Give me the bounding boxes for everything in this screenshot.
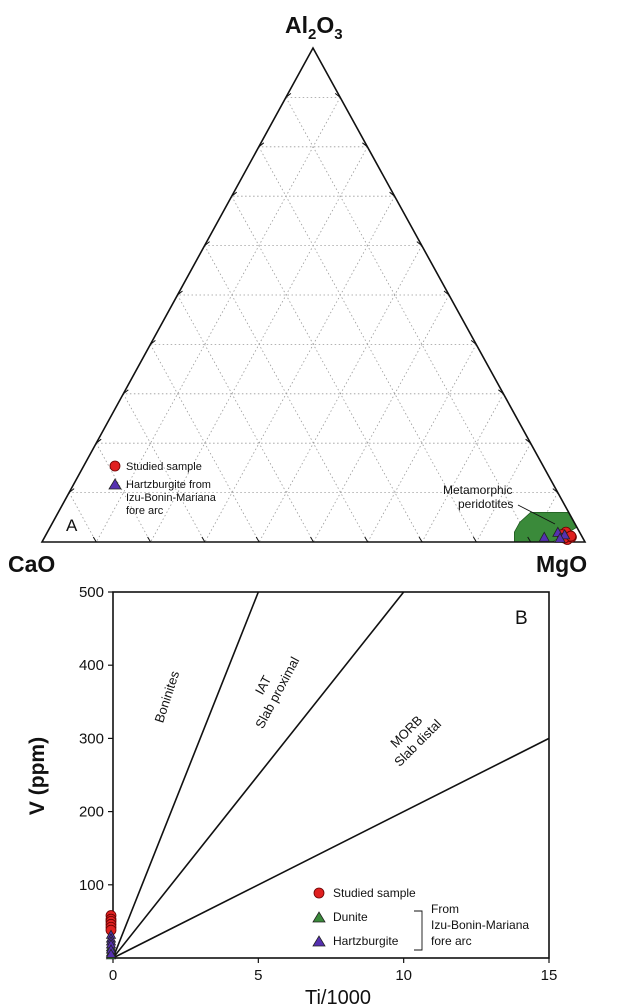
ternary-diagram: Al2O3 CaO MgO A Studied sample Hartzburg… [8,12,587,577]
legend-label-hartzburgite-2: Izu-Bonin-Mariana [126,492,217,504]
tick-base [364,536,369,543]
tick-left-edge [285,93,292,98]
point-hartzburgite [538,531,550,542]
grid-line-left [231,196,423,543]
y-tick-label: 300 [79,730,104,747]
x-tick-label: 0 [109,967,117,984]
ternary-points [538,526,577,545]
ti-v-diagram: 0 5 10 15 100 200 300 400 500 Boninites IATSlab p… [26,584,557,1008]
tiv-plot-frame [112,591,550,959]
grid-line-left [177,294,314,543]
y-tick-label: 100 [79,877,104,894]
tick-right-edge [389,191,395,197]
ternary-grid [68,97,559,543]
field-label-1: Boninites [151,669,182,725]
legend-label-hartzburgite-1: Hartzburgite from [126,479,211,491]
legend-label-studied-b: Studied sample [333,886,416,900]
legend-label-dunite: Dunite [333,910,368,924]
legend-marker-studied [109,460,121,472]
tick-left-edge [177,290,183,296]
tiv-legend: Studied sample Dunite Hartzburgite From … [312,886,529,951]
tick-base [310,536,314,543]
grid-line-right [421,393,504,543]
field-label-leader [517,504,556,525]
x-axis-label: Ti/1000 [305,987,371,1008]
legend-group-label-2: Izu-Bonin-Mariana [431,918,529,932]
tiv-axis-ticks: 0 5 10 15 100 200 300 400 500 [79,584,557,984]
tick-right-edge [470,340,477,345]
tick-base [201,536,206,543]
boundary-line-1 [112,591,260,959]
legend-marker-hartzburgite [108,478,122,490]
ternary-ticks [68,93,559,543]
field-label-3: MORBSlab distal [380,705,444,769]
grid-line-left [122,393,206,543]
legend-label-studied: Studied sample [126,461,202,473]
tick-base [472,536,477,543]
legend-marker-hartzburgite-b [312,935,326,947]
tick-left-edge [258,142,265,148]
tick-left-edge [122,389,129,395]
grid-line-left [285,97,532,543]
field-label-metamorphic-2: peridotites [458,497,513,511]
y-tick-label: 400 [79,657,104,674]
tick-right-edge [525,438,531,444]
vertex-label-top: Al2O3 [285,12,343,43]
legend-group-label-3: fore arc [431,934,472,948]
y-tick-label: 200 [79,804,104,821]
tick-left-edge [68,488,75,493]
tick-right-edge [498,389,504,395]
legend-label-hartzburgite-b: Hartzburgite [333,934,399,948]
tick-left-edge [231,191,238,197]
legend-group-label-1: From [431,902,459,916]
point-hartzburgite [554,532,566,543]
field-label-metamorphic-1: Metamorphic [443,483,512,497]
legend-label-hartzburgite-3: fore arc [126,505,164,517]
grid-line-right [313,294,450,543]
tick-base [255,536,260,543]
vertex-label-left: CaO [8,551,55,577]
grid-line-right [95,97,341,543]
tiv-boundary-lines [112,591,550,959]
field-label-2: IATSlab proximal [238,647,302,731]
legend-marker-studied-b [313,887,325,899]
tick-left-edge [150,340,156,345]
grid-line-left [68,492,97,543]
boundary-line-3 [112,737,550,959]
x-tick-label: 10 [395,967,412,984]
vertex-label-right: MgO [536,551,587,577]
panel-label-b: B [515,608,528,629]
tick-base [92,536,97,543]
tick-left-edge [204,241,210,246]
point-hartzburgite [105,948,117,958]
boundary-line-2 [112,591,405,959]
tick-left-edge [95,438,102,444]
tick-right-edge [334,93,341,98]
grid-line-right [258,245,423,543]
grid-line-left [150,344,260,543]
tiv-points [105,910,117,960]
grid-line-right [204,196,395,543]
y-tick-label: 500 [79,584,104,601]
tick-base [147,536,152,543]
y-axis-label: V (ppm) [26,737,49,815]
ternary-frame [40,46,587,543]
tick-right-edge [416,241,423,246]
tick-right-edge [552,488,559,493]
tick-right-edge [362,142,368,148]
grid-line-right [476,443,531,543]
tick-base [418,536,423,543]
legend-bracket [414,910,423,951]
field-label-line: Boninites [151,669,182,725]
tick-base [527,536,532,543]
x-tick-label: 5 [254,967,262,984]
legend-marker-dunite [312,911,326,923]
x-tick-label: 15 [541,967,558,984]
panel-label-a: A [66,516,78,535]
tick-right-edge [443,290,450,296]
ternary-legend: Studied sample Hartzburgite from Izu-Bon… [108,460,217,517]
grid-line-right [367,344,477,543]
grid-line-left [95,443,151,543]
